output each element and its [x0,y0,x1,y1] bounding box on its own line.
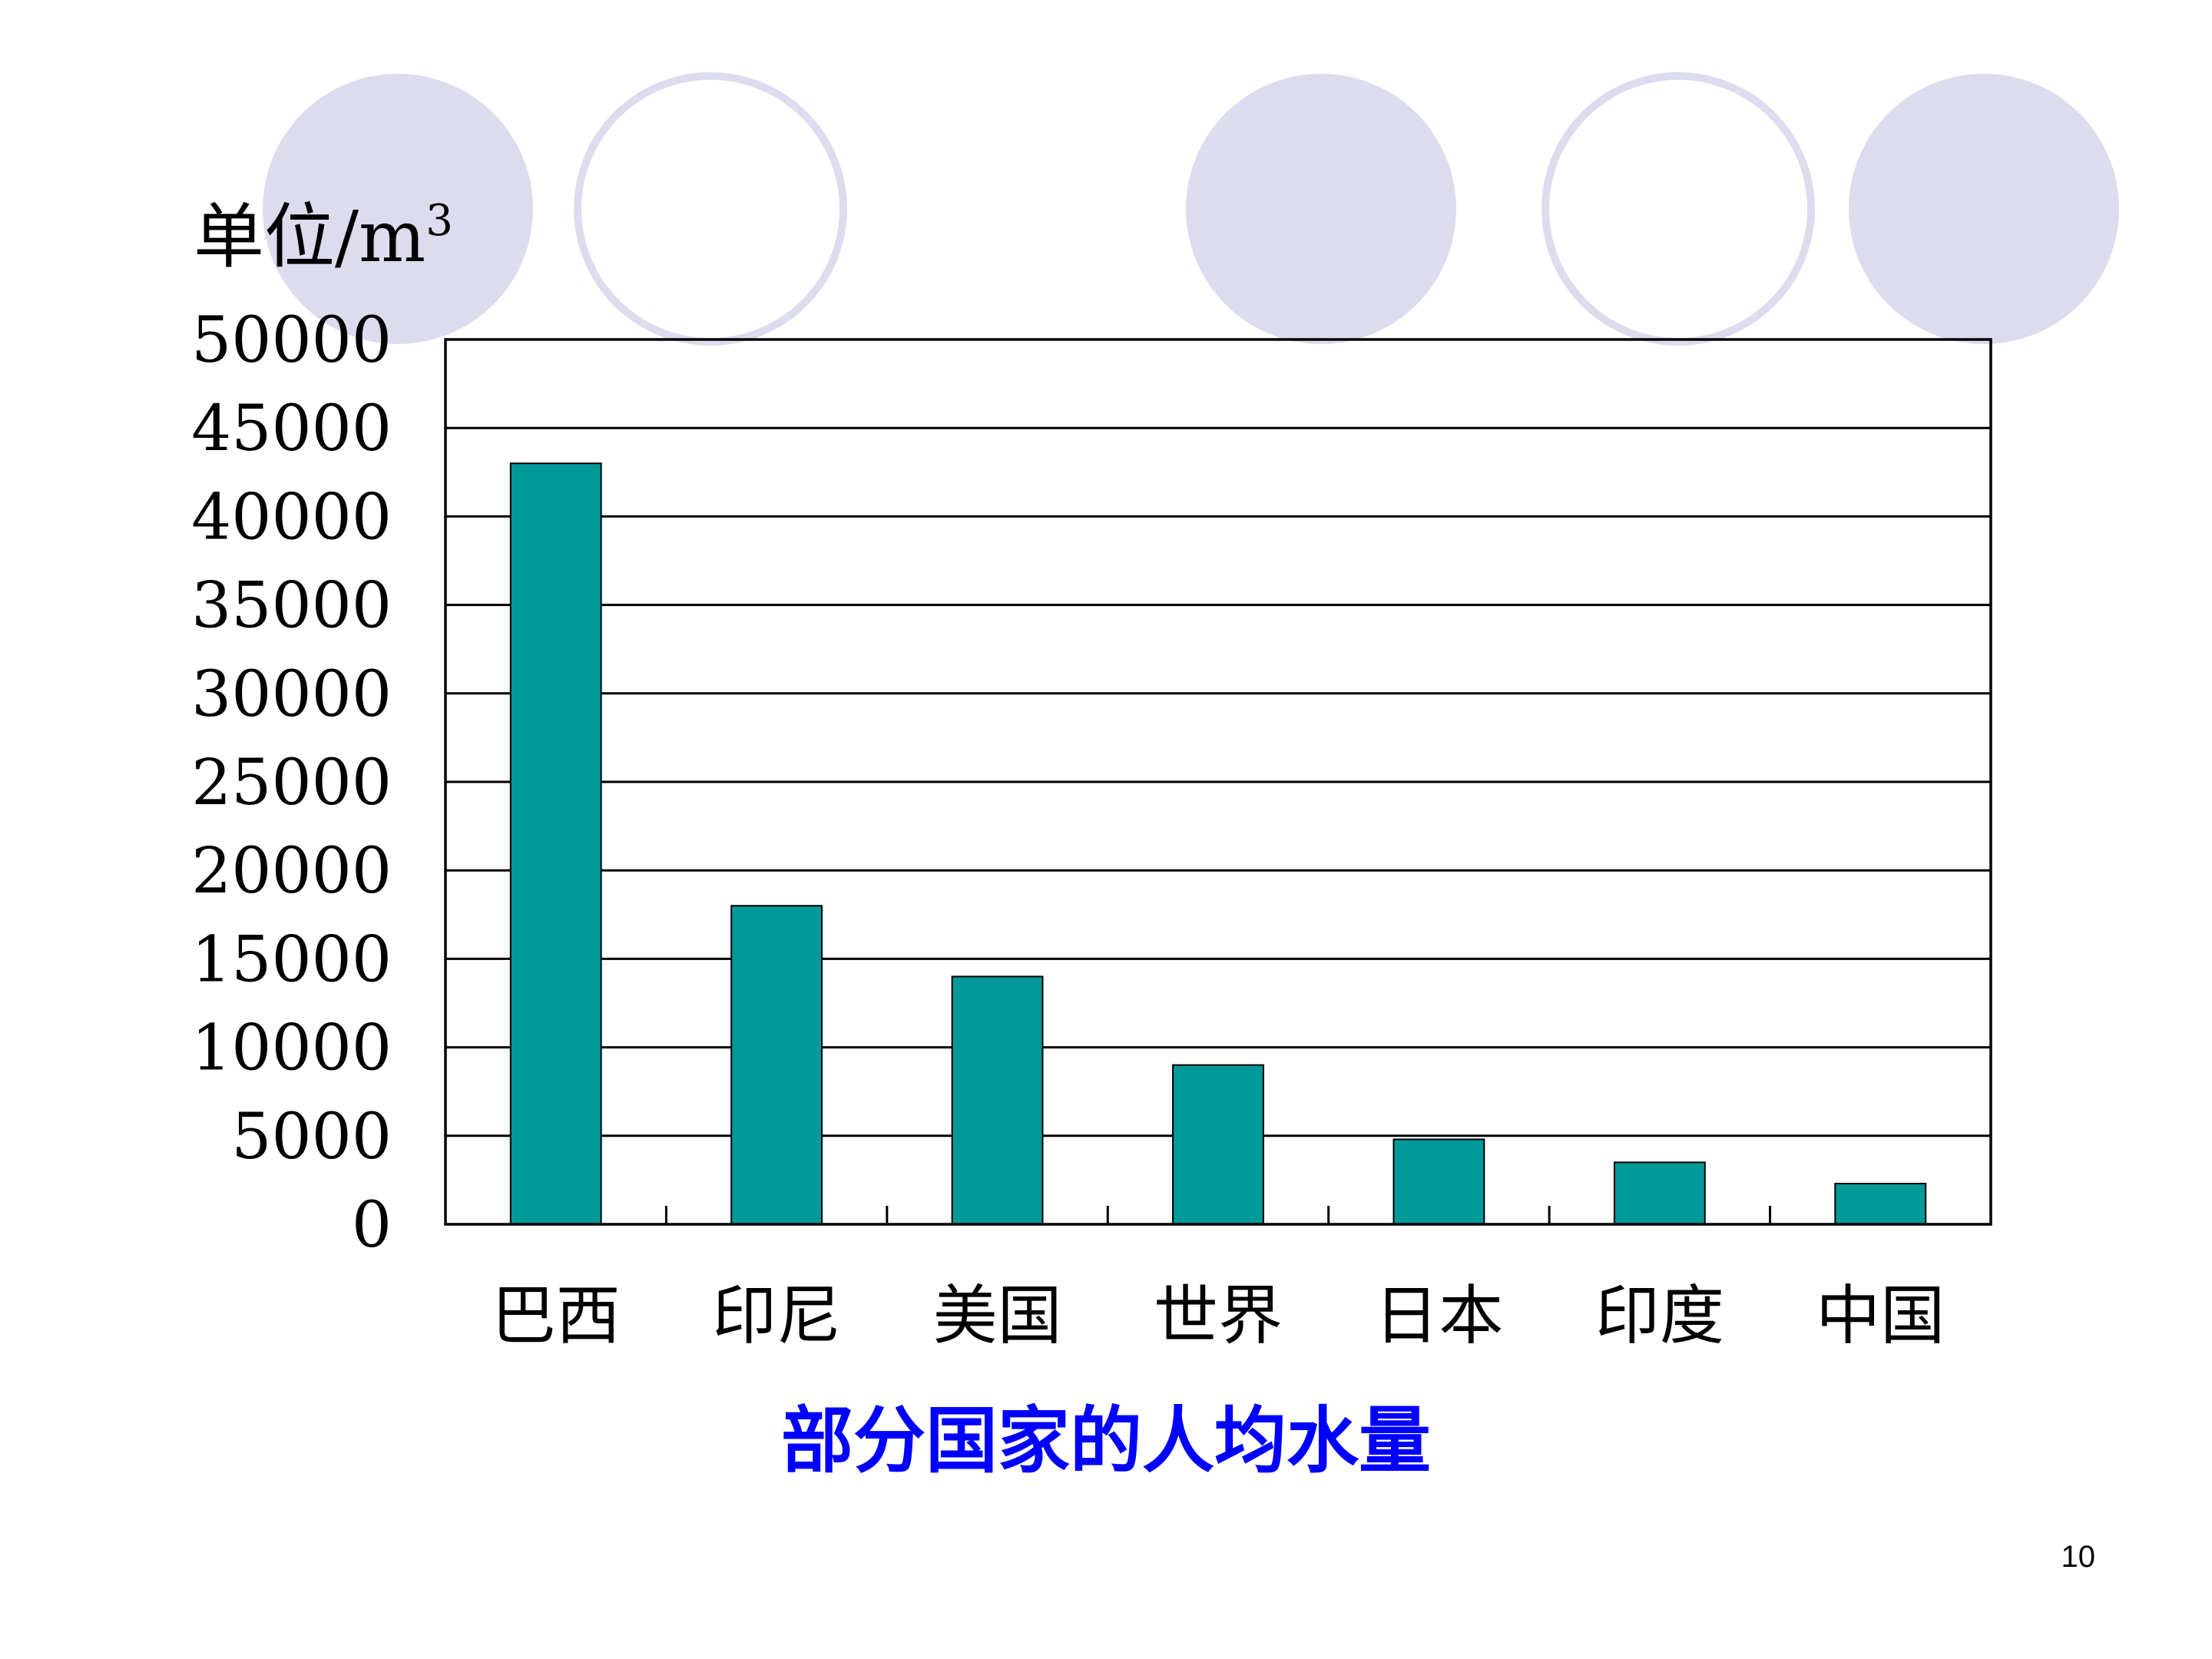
decoration-circle-filled [1186,74,1456,344]
y-tick-label: 20000 [191,835,392,908]
bar [1834,1183,1927,1226]
x-axis-ticks: 巴西 印尼 美国 世界 日本 印度 中国 [492,1206,1945,1353]
y-tick-label: 5000 [231,1101,392,1174]
bar [1392,1138,1485,1225]
y-tick-label: 40000 [191,481,392,554]
plot-area-border [444,338,1992,1226]
bar [1172,1064,1264,1226]
y-tick-label: 0 [352,1189,392,1262]
bar [1613,1161,1706,1225]
bars [509,462,1927,1226]
decoration-circle-ring [574,72,847,346]
bar [509,462,602,1225]
x-tick-label: 印度 [1595,1278,1724,1353]
y-tick-label: 35000 [191,570,392,643]
y-tick-label: 15000 [191,923,392,996]
y-tick-label: 50000 [191,304,392,377]
bar [951,975,1044,1225]
x-tick-label: 印尼 [712,1278,841,1353]
x-tick-label: 日本 [1374,1278,1503,1353]
decoration-circle-ring [1541,72,1815,346]
y-tick-label: 10000 [191,1012,392,1085]
y-axis-unit-label: 单位/m3 [194,196,453,278]
page-number: 10 [2061,1540,2096,1574]
chart-title: 部分国家的人均水量 [781,1399,1431,1483]
decoration-circles [263,72,2119,346]
y-tick-label: 25000 [191,747,392,820]
x-tick-label: 中国 [1816,1278,1945,1353]
decoration-circle-filled [1849,74,2119,344]
plot-frame [444,338,1992,1226]
x-tick-label: 世界 [1154,1278,1283,1353]
decoration-circle-filled [263,74,533,344]
gridlines [445,426,1991,1137]
bar [730,905,823,1226]
x-tick-label: 巴西 [492,1278,621,1353]
y-axis-ticks: 0 5000 10000 15000 20000 25000 30000 35000 40000… [191,304,392,1262]
y-tick-label: 45000 [191,392,392,465]
y-tick-label: 30000 [191,658,392,731]
x-tick-label: 美国 [933,1278,1062,1353]
